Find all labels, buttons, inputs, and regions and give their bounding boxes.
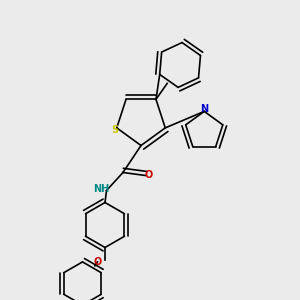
Text: O: O xyxy=(145,170,153,181)
Text: O: O xyxy=(93,257,102,267)
Text: N: N xyxy=(200,104,208,114)
Text: S: S xyxy=(111,125,118,135)
Text: NH: NH xyxy=(93,184,109,194)
